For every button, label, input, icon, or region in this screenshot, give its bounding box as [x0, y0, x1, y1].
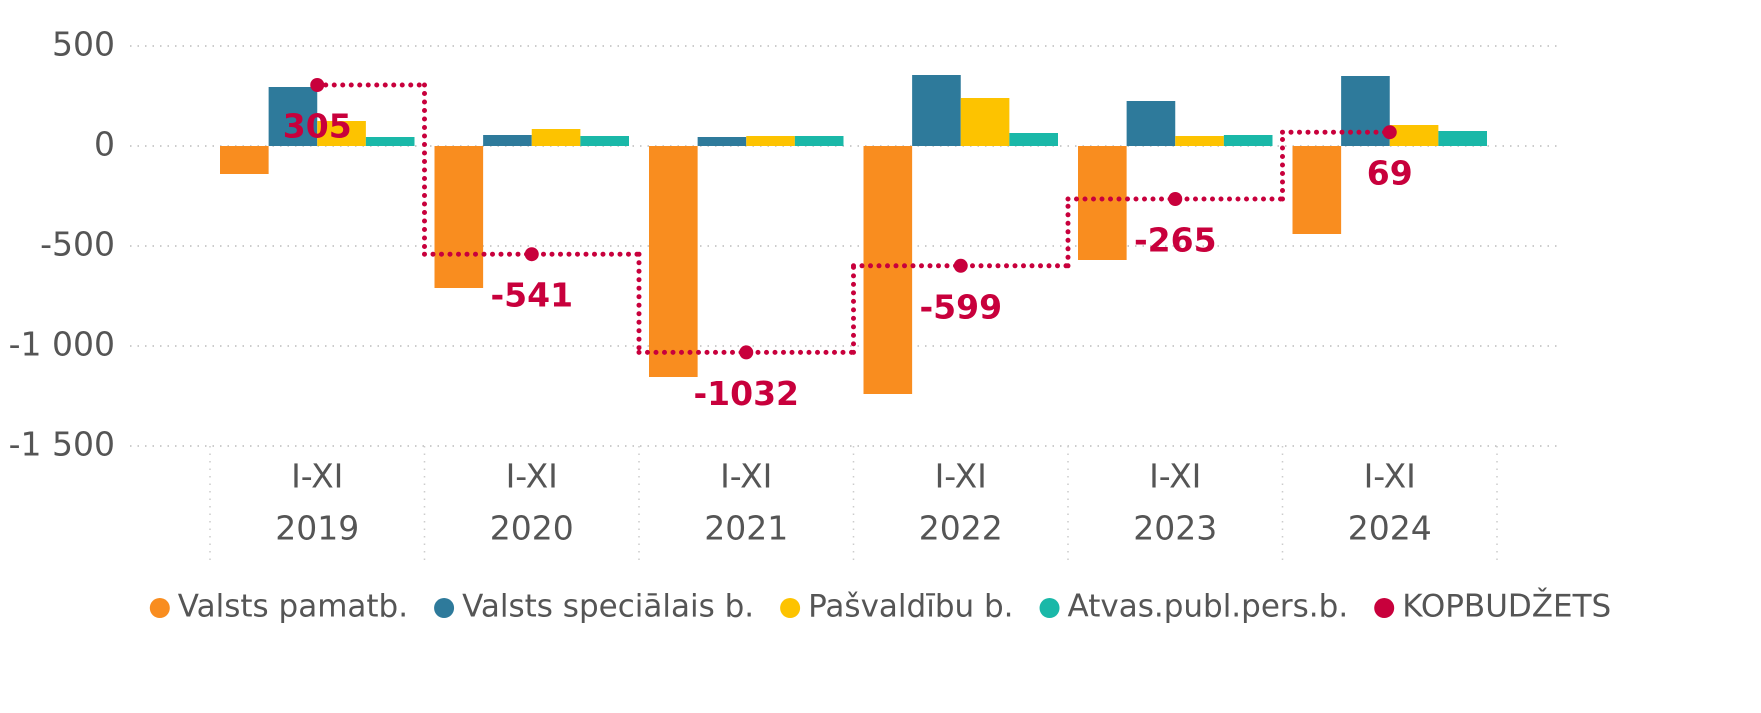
x-tick-label: 2021 — [704, 509, 788, 548]
bar — [649, 146, 698, 377]
bar — [1438, 131, 1487, 146]
data-label: 305 — [283, 107, 352, 146]
legend-label: KOPBUDŽETS — [1402, 589, 1611, 625]
x-tick-label: I-XI — [506, 457, 558, 496]
x-tick-label: 2020 — [490, 509, 574, 548]
bar — [1389, 125, 1439, 146]
x-tick-label: I-XI — [291, 457, 343, 496]
bar — [317, 121, 366, 146]
legend-marker — [434, 598, 455, 618]
bar — [1223, 135, 1273, 146]
legend-marker — [1374, 598, 1395, 618]
data-label: -1032 — [693, 374, 799, 413]
bar — [746, 136, 795, 146]
x-tick-label: 2024 — [1348, 509, 1432, 548]
bar — [912, 75, 961, 146]
y-tick-label: 500 — [52, 25, 115, 64]
bar — [863, 146, 913, 394]
legend-marker — [780, 598, 801, 618]
bar — [1009, 133, 1058, 146]
point — [739, 345, 754, 360]
bar — [365, 137, 415, 146]
data-label: -599 — [919, 287, 1002, 326]
y-tick-label: -1 000 — [9, 325, 115, 364]
x-tick-label: 2023 — [1133, 509, 1217, 548]
bar — [1175, 136, 1224, 146]
bar — [960, 98, 1010, 146]
bar — [697, 137, 747, 146]
bar — [220, 146, 269, 174]
legend-marker — [1039, 598, 1060, 618]
bar — [1126, 101, 1176, 146]
bar — [1292, 146, 1342, 234]
data-label: 69 — [1367, 154, 1413, 193]
data-label: -541 — [490, 276, 573, 315]
point — [310, 78, 325, 92]
legend-label: Pašvaldību b. — [808, 589, 1013, 625]
legend-label: Valsts speciālais b. — [462, 589, 754, 625]
y-tick-label: 0 — [94, 125, 115, 164]
x-tick-label: I-XI — [1149, 457, 1201, 496]
x-tick-label: I-XI — [935, 457, 987, 496]
x-tick-label: 2019 — [275, 509, 359, 548]
bar — [268, 87, 318, 146]
legend-label: Atvas.publ.pers.b. — [1068, 589, 1349, 625]
bar — [434, 146, 484, 288]
x-tick-label: 2022 — [919, 509, 1003, 548]
point — [524, 247, 539, 262]
data-label: -265 — [1134, 221, 1217, 260]
point — [1382, 125, 1397, 140]
bar — [1341, 76, 1390, 146]
y-tick-label: -1 500 — [9, 425, 115, 464]
point — [1168, 192, 1183, 206]
legend-label: Valsts pamatb. — [178, 589, 408, 625]
legend-marker — [149, 598, 170, 618]
x-tick-label: I-XI — [1364, 457, 1416, 496]
bar — [794, 136, 844, 146]
bar — [483, 135, 532, 146]
x-tick-label: I-XI — [720, 457, 772, 496]
y-tick-label: -500 — [40, 225, 115, 264]
bar — [580, 136, 629, 146]
bar — [1078, 146, 1127, 260]
bar — [531, 129, 581, 146]
point — [953, 258, 968, 273]
